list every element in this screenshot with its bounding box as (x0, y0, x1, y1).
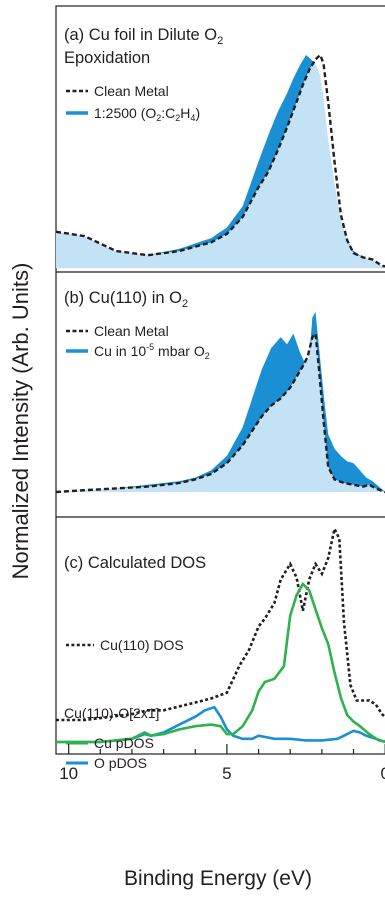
legend-b-series-2: Cu in 10-5 mbar O2 (94, 342, 210, 361)
series-line-c-cu-pdos (56, 581, 385, 744)
x-tick-label: 0 (380, 764, 385, 783)
y-axis-label: Normalized Intensity (Arb. Units) (8, 263, 33, 580)
panel-b-title: (b) Cu(110) in O2 (64, 289, 188, 310)
plot-border (55, 5, 385, 755)
area-fill-a (56, 55, 385, 268)
panel-frame (55, 5, 385, 755)
legend-a-series-2: 1:2500 (O2:C2H4) (94, 105, 200, 123)
x-axis-label: Binding Energy (eV) (124, 867, 312, 890)
panel-b: (b) Cu(110) in O2 Clean Metal Cu in 10-5… (55, 289, 385, 494)
area-diff-b (56, 312, 385, 492)
series-line-a-clean-metal (55, 52, 385, 268)
panel-a-title: (a) Cu foil in Dilute O2 (64, 26, 223, 47)
x-axis: 10 5 0 (59, 744, 385, 783)
panel-c-title: (c) Calculated DOS (64, 554, 206, 572)
legend-a-clean-metal: Clean Metal (94, 83, 169, 99)
annotation-cu110-dos: Cu(110) DOS (100, 637, 184, 653)
x-tick-label: 10 (59, 764, 78, 783)
legend-b-clean-metal: Clean Metal (94, 323, 169, 339)
series-line-c-cu110-dos (56, 524, 385, 722)
panel-a: (a) Cu foil in Dilute O2 Epoxidation Cle… (55, 26, 385, 268)
series-line-b-clean-metal (55, 330, 385, 494)
annotation-cu110-o2x1: Cu(110)-O[2x1] (64, 705, 159, 721)
legend-c-cu-pdos: Cu pDOS (94, 735, 154, 751)
panel-c: (c) Calculated DOS Cu(110) DOS Cu(110)-O… (56, 524, 385, 771)
legend-c-o-pdos: O pDOS (94, 755, 147, 771)
area-fill-b (56, 312, 385, 492)
x-tick-label: 5 (222, 764, 231, 783)
panel-a-title-line2: Epoxidation (64, 49, 150, 67)
